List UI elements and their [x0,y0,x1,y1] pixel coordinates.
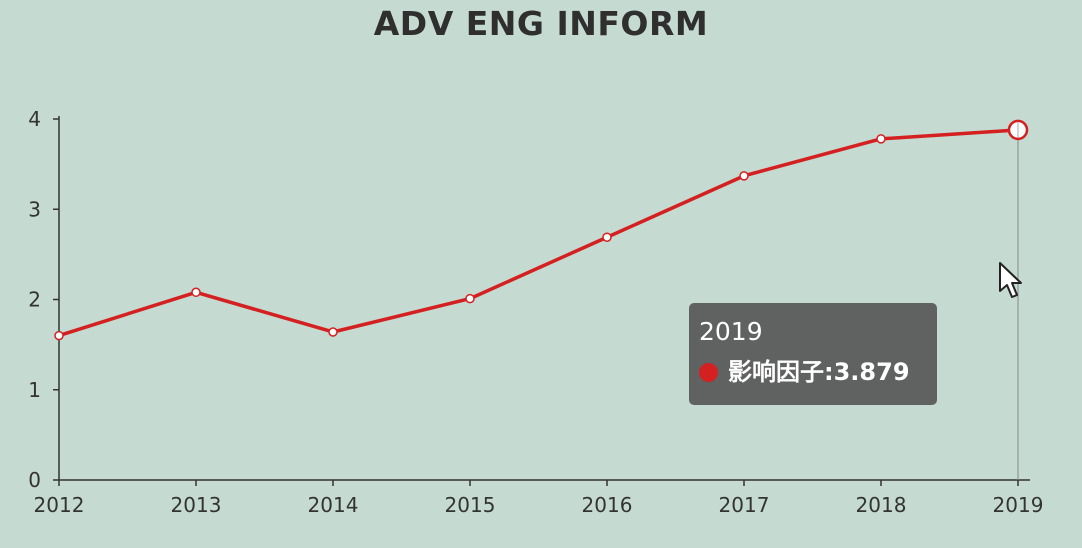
x-tick-label: 2016 [582,493,633,517]
y-tick-label: 1 [28,378,41,402]
x-tick-label: 2013 [171,493,222,517]
y-tick-label: 3 [28,197,41,221]
data-point[interactable] [54,330,64,341]
tooltip-series-name: 影响因子 [728,358,824,386]
y-tick-label: 0 [28,468,41,492]
tooltip: 2019 影响因子: 3.879 [689,303,937,405]
x-tick-label: 2019 [993,493,1044,517]
y-tick-label: 2 [28,288,41,312]
data-point[interactable] [465,293,475,304]
data-point[interactable] [328,327,338,337]
chart-title: ADV ENG INFORM [373,4,709,43]
data-point[interactable] [602,232,612,242]
y-tick-label: 4 [28,107,41,131]
tooltip-marker [699,362,718,382]
x-tick-label: 2014 [308,493,359,517]
x-tick-label: 2012 [34,493,85,517]
tooltip-value: 3.879 [833,358,910,386]
x-tick-label: 2017 [719,493,770,517]
series-line [57,128,1020,338]
data-point[interactable] [739,171,749,181]
arrow-pointer-icon [999,262,1022,298]
x-tick-label: 2015 [445,493,496,517]
data-point[interactable] [191,287,201,298]
data-point[interactable] [876,134,886,144]
x-tick-label: 2018 [856,493,907,517]
tooltip-separator: : [824,358,834,386]
tooltip-row: 影响因子: 3.879 [699,357,927,387]
tooltip-title: 2019 [699,317,763,346]
